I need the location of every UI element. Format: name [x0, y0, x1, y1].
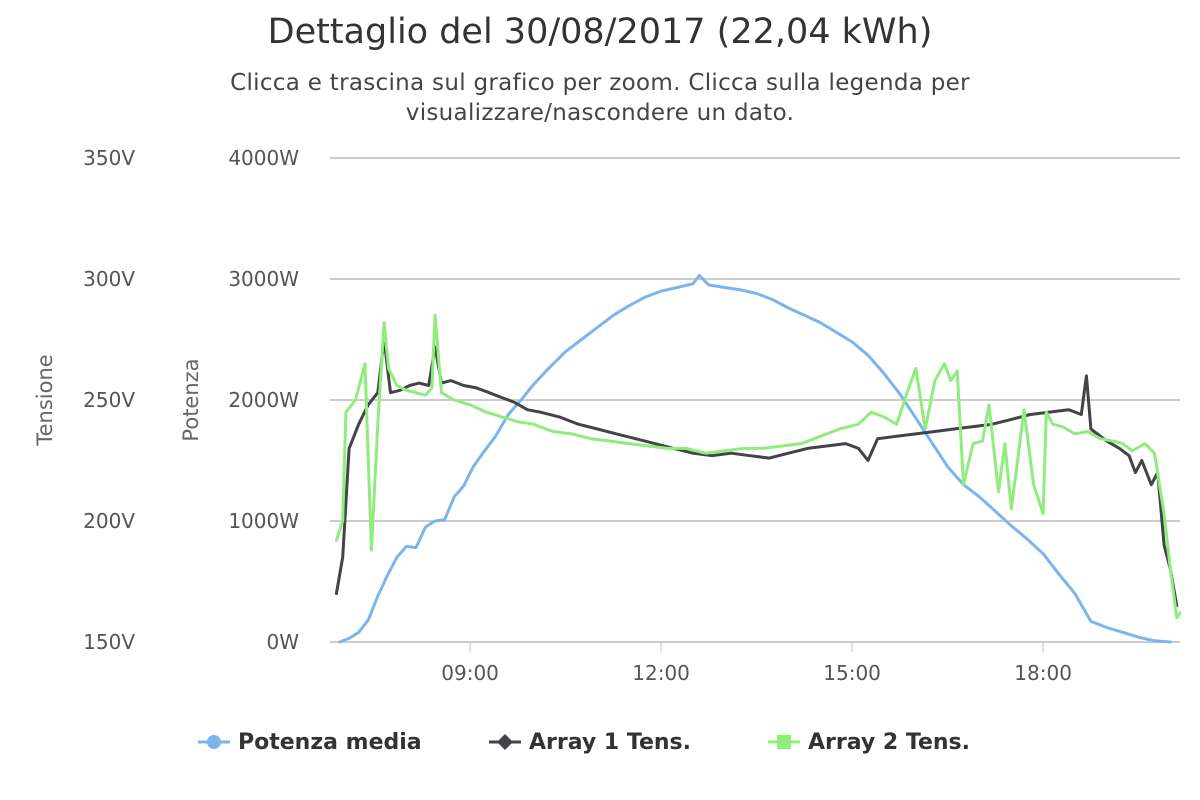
y-tick-label-power: 1000W	[228, 509, 299, 533]
legend-item-array-1-tens[interactable]: Array 1 Tens.	[487, 727, 691, 757]
y-tick-label-power: 0W	[267, 630, 300, 654]
axis-labels: 150V 0W 200V 1000W 250V 2000W 300V 3000W 350V 400…	[33, 146, 1072, 685]
legend-label: Potenza media	[238, 729, 422, 755]
x-tick-label: 15:00	[823, 661, 881, 685]
y-tick-label-power: 4000W	[228, 146, 299, 170]
legend-label: Array 2 Tens.	[808, 729, 970, 755]
y-tick-label-power: 2000W	[228, 388, 299, 412]
y-tick-label-voltage: 250V	[83, 388, 135, 412]
series-line-array-1-tens[interactable]	[334, 338, 1179, 608]
y-tick-label-voltage: 150V	[83, 630, 135, 654]
series-lines	[334, 273, 1182, 644]
series-line-potenza-media[interactable]	[338, 273, 1172, 644]
chart-subtitle: Clicca e trascina sul grafico per zoom. …	[230, 70, 970, 126]
diamond-marker-icon	[489, 734, 521, 750]
y-tick-label-voltage: 200V	[83, 509, 135, 533]
legend-label: Array 1 Tens.	[529, 729, 691, 755]
legend-item-potenza-media[interactable]: Potenza media	[196, 727, 422, 757]
chart-title: Dettaglio del 30/08/2017 (22,04 kWh)	[267, 12, 933, 52]
x-tick-label: 18:00	[1014, 661, 1072, 685]
square-marker-icon	[768, 735, 800, 749]
y-tick-label-voltage: 350V	[83, 146, 135, 170]
y-axis-title-voltage: Tensione	[33, 354, 57, 446]
series-line-array-2-tens[interactable]	[334, 313, 1182, 620]
x-tick-label: 09:00	[441, 661, 499, 685]
circle-marker-icon	[198, 735, 230, 749]
y-tick-label-voltage: 300V	[83, 267, 135, 291]
x-tick-label: 12:00	[632, 661, 690, 685]
grid-lines	[330, 157, 1180, 643]
y-tick-label-power: 3000W	[228, 267, 299, 291]
y-axis-title-power: Potenza	[179, 358, 203, 441]
legend-item-array-2-tens[interactable]: Array 2 Tens.	[766, 727, 970, 757]
